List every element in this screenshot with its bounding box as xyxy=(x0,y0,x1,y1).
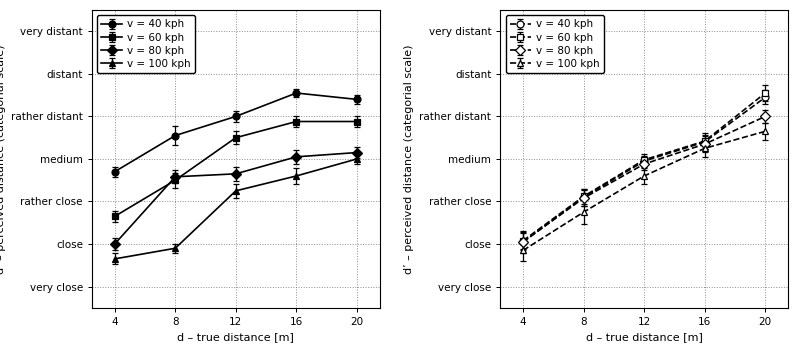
Legend: v = 40 kph, v = 60 kph, v = 80 kph, v = 100 kph: v = 40 kph, v = 60 kph, v = 80 kph, v = … xyxy=(98,15,195,73)
Y-axis label: d’ – perceived distance (categorial scale): d’ – perceived distance (categorial scal… xyxy=(404,44,414,274)
Legend: v = 40 kph, v = 60 kph, v = 80 kph, v = 100 kph: v = 40 kph, v = 60 kph, v = 80 kph, v = … xyxy=(506,15,604,73)
X-axis label: d – true distance [m]: d – true distance [m] xyxy=(178,332,294,342)
Y-axis label: d’ – perceived distance (categorial scale): d’ – perceived distance (categorial scal… xyxy=(0,44,6,274)
X-axis label: d – true distance [m]: d – true distance [m] xyxy=(586,332,702,342)
